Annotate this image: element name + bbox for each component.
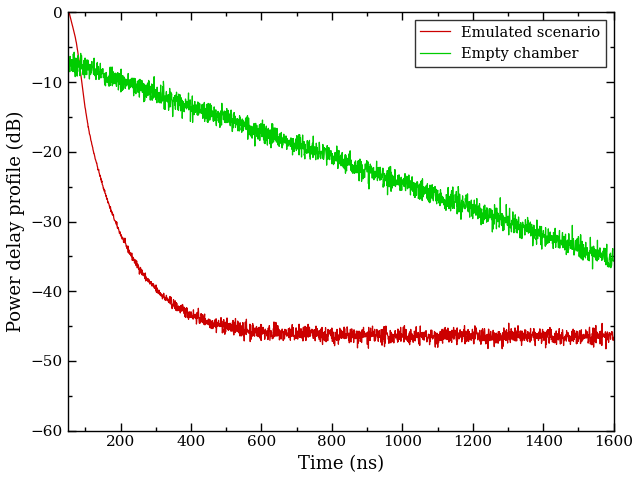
Line: Emulated scenario: Emulated scenario: [68, 12, 614, 349]
Emulated scenario: [493, 332, 501, 337]
Emulated scenario: [610, 337, 618, 343]
Empty chamber: [92, 66, 100, 72]
Emulated scenario: [594, 336, 602, 341]
Emulated scenario: [64, 10, 72, 15]
Emulated scenario: [594, 332, 602, 338]
Empty chamber: [315, 151, 323, 156]
Y-axis label: Power delay profile (dB): Power delay profile (dB): [7, 111, 25, 332]
Emulated scenario: [602, 346, 610, 352]
Empty chamber: [594, 255, 602, 261]
Emulated scenario: [330, 329, 337, 335]
Empty chamber: [493, 210, 501, 216]
Line: Empty chamber: Empty chamber: [68, 52, 614, 269]
Empty chamber: [594, 257, 602, 263]
Emulated scenario: [92, 157, 100, 163]
Emulated scenario: [315, 332, 323, 337]
Empty chamber: [589, 266, 596, 272]
X-axis label: Time (ns): Time (ns): [298, 455, 384, 473]
Legend: Emulated scenario, Empty chamber: Emulated scenario, Empty chamber: [415, 20, 606, 67]
Empty chamber: [330, 155, 337, 161]
Empty chamber: [64, 49, 72, 55]
Empty chamber: [610, 258, 618, 264]
